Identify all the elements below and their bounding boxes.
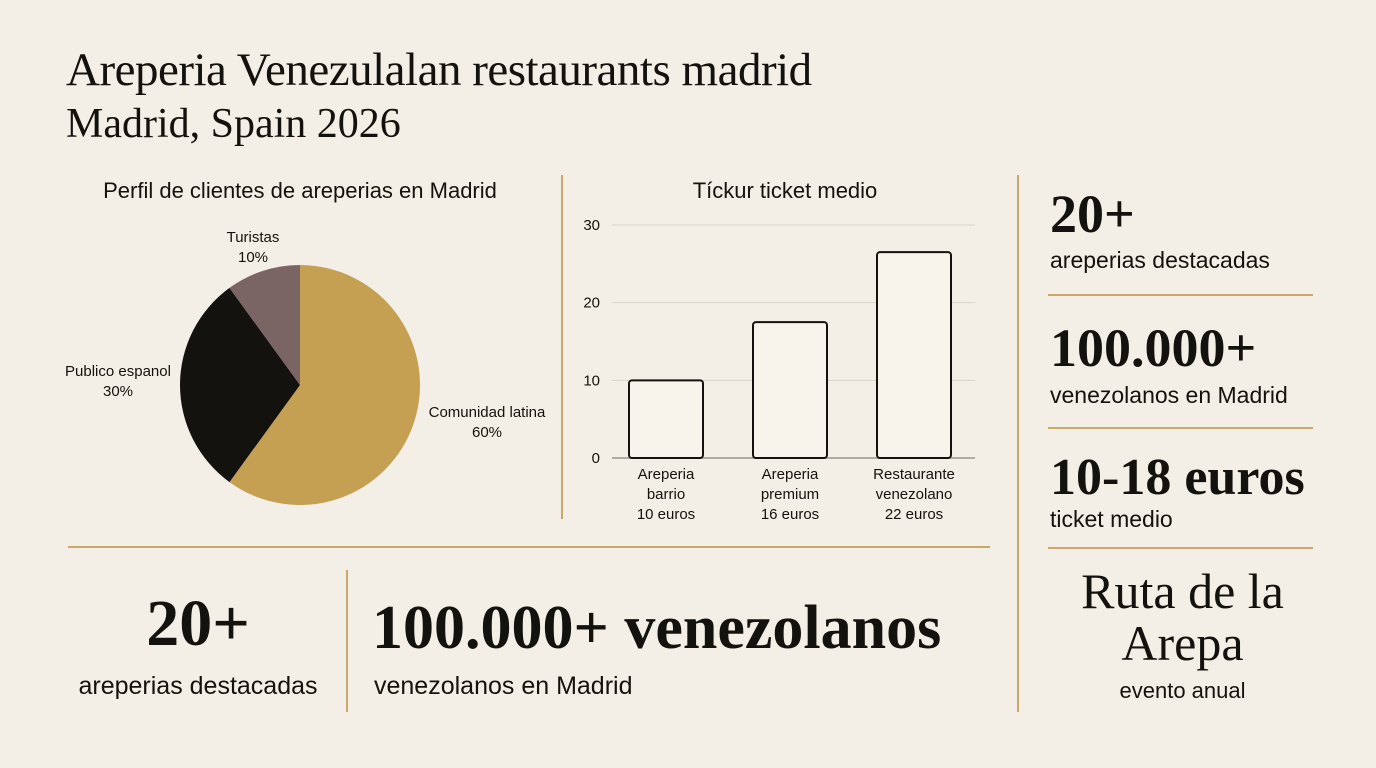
bar-chart: 0 10 20 30 Areperia barrio 10 euros Areperia pre… — [583, 217, 975, 523]
side-stat-value: 10-18 euros — [1050, 449, 1305, 506]
x-category-label: Restaurante — [873, 466, 955, 483]
pie-label-turistas: Turistas 10% — [193, 228, 313, 268]
pie-label-name: Turistas — [226, 229, 280, 246]
bottom-stat-label: areperias destacadas — [78, 672, 318, 700]
y-tick-label: 0 — [592, 450, 600, 467]
pie-chart — [180, 265, 420, 506]
pie-label-publico: Publico espanol 30% — [48, 362, 188, 402]
y-tick-label: 30 — [583, 217, 600, 234]
pie-chart-title: Perfil de clientes de areperias en Madri… — [103, 178, 497, 203]
bar-0 — [628, 379, 704, 460]
side-stat-label: venezolanos en Madrid — [1050, 382, 1288, 408]
x-category-label: venezolano — [876, 486, 953, 503]
divider-side-3 — [1048, 547, 1313, 549]
pie-label-value: 60% — [471, 424, 503, 441]
divider-vertical-bottom — [346, 570, 348, 712]
side-stat-value: 20+ — [1050, 184, 1135, 244]
page-subtitle: Madrid, Spain 2026 — [66, 101, 401, 147]
x-category-label: 22 euros — [885, 506, 943, 523]
pie-slice-2 — [229, 265, 300, 385]
bar-2 — [876, 251, 952, 459]
divider-vertical-charts — [561, 175, 563, 519]
divider-side-1 — [1048, 294, 1313, 296]
pie-slice-1 — [180, 287, 300, 483]
x-category-label: 16 euros — [761, 506, 819, 523]
bottom-stat-label: venezolanos en Madrid — [374, 672, 633, 700]
pie-label-value: 30% — [102, 383, 134, 400]
bar-chart-title: Tíckur ticket medio — [692, 178, 878, 203]
divider-side-2 — [1048, 427, 1313, 429]
y-tick-label: 10 — [583, 372, 600, 389]
pie-label-name: Comunidad latina — [428, 404, 546, 421]
pie-label-name: Publico espanol — [65, 363, 171, 380]
side-stat-value: 100.000+ — [1050, 318, 1257, 378]
side-stat-label: areperias destacadas — [1050, 247, 1270, 273]
side-stat-label: ticket medio — [1050, 506, 1173, 532]
divider-horizontal-bottom — [68, 546, 990, 548]
x-category-label: Areperia — [762, 466, 819, 483]
page-title: Areperia Venezulalan restaurants madrid — [66, 44, 812, 96]
divider-vertical-side — [1017, 175, 1019, 712]
x-category-label: barrio — [647, 486, 685, 503]
pie-label-value: 10% — [237, 249, 269, 266]
bar-1 — [752, 321, 828, 460]
x-category-label: 10 euros — [637, 506, 695, 523]
x-category-label: Areperia — [638, 466, 695, 483]
y-tick-label: 20 — [583, 295, 600, 312]
side-stat-value: Ruta de la Arepa — [1081, 563, 1284, 671]
x-category-label: premium — [761, 486, 819, 503]
bottom-stat-value: 20+ — [146, 587, 250, 660]
side-stat-label: evento anual — [1119, 678, 1246, 703]
pie-slice-0 — [229, 265, 420, 506]
bottom-stat-value: 100.000+ venezolanos — [372, 594, 942, 662]
pie-label-comunidad: Comunidad latina 60% — [417, 403, 557, 443]
